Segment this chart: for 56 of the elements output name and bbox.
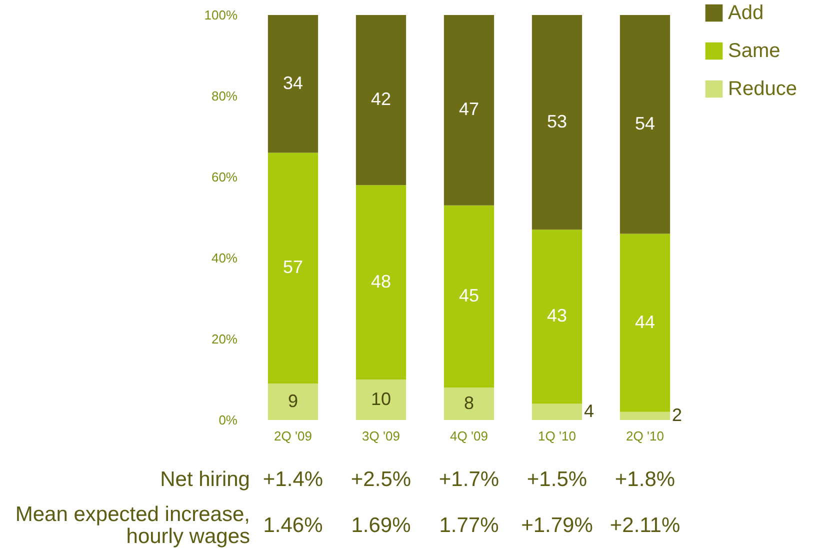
bar: [532, 404, 582, 420]
text: +1.5%: [526, 468, 588, 491]
text: +1.8%: [614, 468, 676, 491]
bar: [356, 380, 406, 420]
text: Net hiring: [160, 468, 250, 491]
data-label: 9: [288, 390, 298, 411]
x-tick-label: 2Q '10: [626, 428, 664, 444]
y-tick-label: 20%: [211, 332, 238, 346]
bar: [620, 15, 670, 234]
x-tick-label: 2Q '09: [274, 428, 312, 444]
bar: [444, 15, 494, 206]
text: Mean expected increase, hourly wages: [15, 503, 250, 548]
data-label: 48: [370, 271, 392, 292]
bar: [268, 15, 318, 153]
bar: [444, 388, 494, 420]
data-label: 42: [370, 89, 392, 110]
text: 1.77%: [439, 514, 499, 537]
data-label: 44: [634, 312, 656, 332]
legend-label: Reduce: [728, 78, 797, 100]
data-label: 54: [634, 113, 656, 134]
x-tick-label: 4Q '09: [450, 428, 488, 444]
data-label: 45: [458, 285, 480, 306]
text: 1.69%: [350, 514, 412, 537]
data-label: 57: [282, 257, 304, 278]
data-label: 8: [464, 392, 474, 413]
y-tick-label: 40%: [211, 250, 238, 266]
bar: [356, 15, 406, 186]
y-tick-label: 60%: [211, 170, 238, 184]
bar: [268, 384, 318, 420]
text: 1.46%: [263, 514, 323, 537]
bar: [620, 234, 670, 412]
y-tick-label: 80%: [211, 88, 238, 104]
bar: [532, 230, 582, 404]
text: +2.11%: [610, 514, 680, 537]
text: +1.4%: [262, 468, 324, 491]
text: +1.79%: [521, 514, 593, 537]
bar: [532, 15, 582, 230]
text: +2.5%: [350, 468, 412, 491]
bar: [444, 205, 494, 388]
data-label: 2: [672, 404, 682, 425]
legend-label: Add: [728, 2, 764, 24]
x-tick-label: 3Q '09: [362, 428, 400, 444]
data-label: 47: [458, 99, 480, 120]
bar: [356, 185, 406, 380]
legend-label: Same: [728, 40, 780, 62]
bar: [620, 412, 670, 420]
data-label: 10: [370, 388, 392, 409]
data-label: 4: [584, 400, 594, 421]
x-tick-label: 1Q '10: [538, 428, 576, 444]
data-label: 43: [546, 306, 568, 326]
data-label: 53: [546, 111, 568, 132]
data-label: 34: [282, 72, 304, 93]
y-tick-label: 100%: [204, 8, 238, 22]
text: +1.7%: [438, 468, 500, 491]
bar: [268, 152, 318, 384]
y-tick-label: 0%: [218, 412, 238, 428]
